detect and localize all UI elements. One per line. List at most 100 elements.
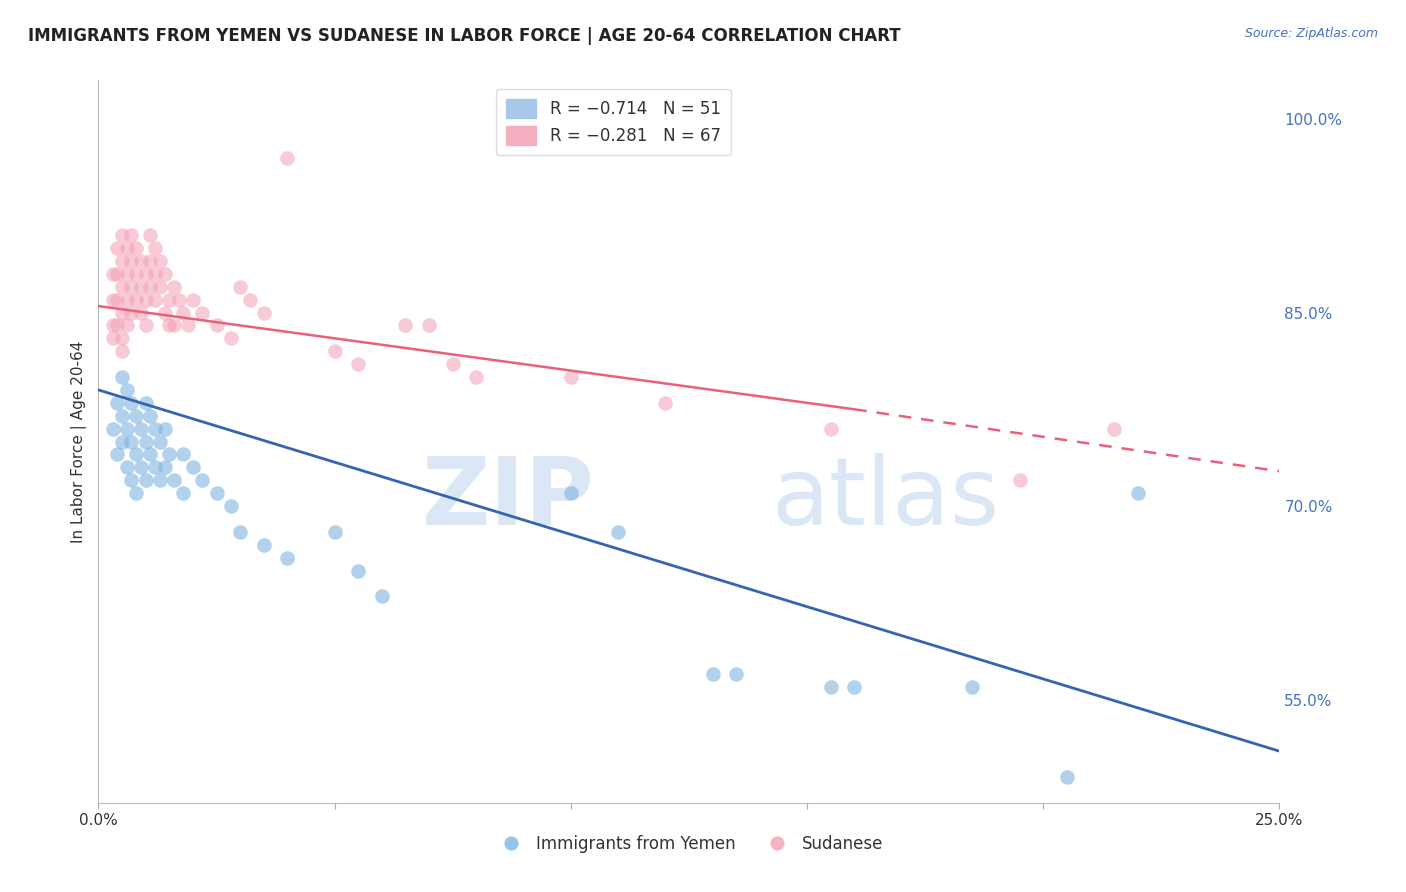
Point [101,331,124,345]
Point [121,434,143,449]
Point [219,499,242,513]
Point [143,460,166,475]
Point [129,422,152,436]
Point [125,267,148,281]
Point [229,524,252,539]
Point [111,228,134,243]
Point [105,241,128,255]
Point [129,305,152,319]
Point [121,396,143,410]
Point [115,241,138,255]
Point [394,318,416,333]
Point [149,473,172,487]
Point [115,318,138,333]
Point [135,318,157,333]
Point [139,447,162,461]
Point [125,293,148,307]
Point [101,267,124,281]
Point [111,434,134,449]
Point [172,305,194,319]
Point [125,241,148,255]
Point [323,344,346,359]
Point [276,151,298,165]
Point [129,279,152,293]
Point [441,357,464,371]
Point [115,383,138,397]
Point [121,305,143,319]
Point [253,538,276,552]
Point [219,331,242,345]
Point [115,422,138,436]
Point [125,409,148,423]
Point [844,680,866,694]
Point [962,680,984,694]
Point [1102,422,1125,436]
Point [1056,770,1078,784]
Point [276,550,298,565]
Point [820,422,842,436]
Point [135,473,157,487]
Point [105,447,128,461]
Point [191,473,214,487]
Point [347,564,370,578]
Point [163,318,186,333]
Point [135,434,157,449]
Point [125,447,148,461]
Point [371,590,394,604]
Point [111,331,134,345]
Point [157,447,180,461]
Point [654,396,676,410]
Point [111,279,134,293]
Point [129,460,152,475]
Point [111,409,134,423]
Point [135,267,157,281]
Point [135,293,157,307]
Point [163,473,186,487]
Point [101,293,124,307]
Point [163,279,186,293]
Point [115,460,138,475]
Point [465,370,488,384]
Point [725,666,748,681]
Point [181,293,204,307]
Point [820,680,842,694]
Point [157,293,180,307]
Point [101,422,124,436]
Text: ZIP: ZIP [422,453,595,545]
Point [135,396,157,410]
Point [153,422,176,436]
Point [149,434,172,449]
Point [139,409,162,423]
Point [172,486,194,500]
Text: IMMIGRANTS FROM YEMEN VS SUDANESE IN LABOR FORCE | AGE 20-64 CORRELATION CHART: IMMIGRANTS FROM YEMEN VS SUDANESE IN LAB… [28,27,901,45]
Point [347,357,370,371]
Point [167,293,190,307]
Point [105,396,128,410]
Point [239,293,262,307]
Point [560,370,582,384]
Text: atlas: atlas [772,453,1000,545]
Point [115,293,138,307]
Point [105,293,128,307]
Point [105,318,128,333]
Point [149,279,172,293]
Point [177,318,200,333]
Point [121,228,143,243]
Point [105,267,128,281]
Text: Source: ZipAtlas.com: Source: ZipAtlas.com [1244,27,1378,40]
Point [101,318,124,333]
Point [253,305,276,319]
Point [139,254,162,268]
Point [323,524,346,539]
Point [205,318,228,333]
Point [111,305,134,319]
Point [181,460,204,475]
Point [129,254,152,268]
Point [418,318,440,333]
Point [121,254,143,268]
Point [139,228,162,243]
Point [121,279,143,293]
Point [143,241,166,255]
Point [172,447,194,461]
Point [143,293,166,307]
